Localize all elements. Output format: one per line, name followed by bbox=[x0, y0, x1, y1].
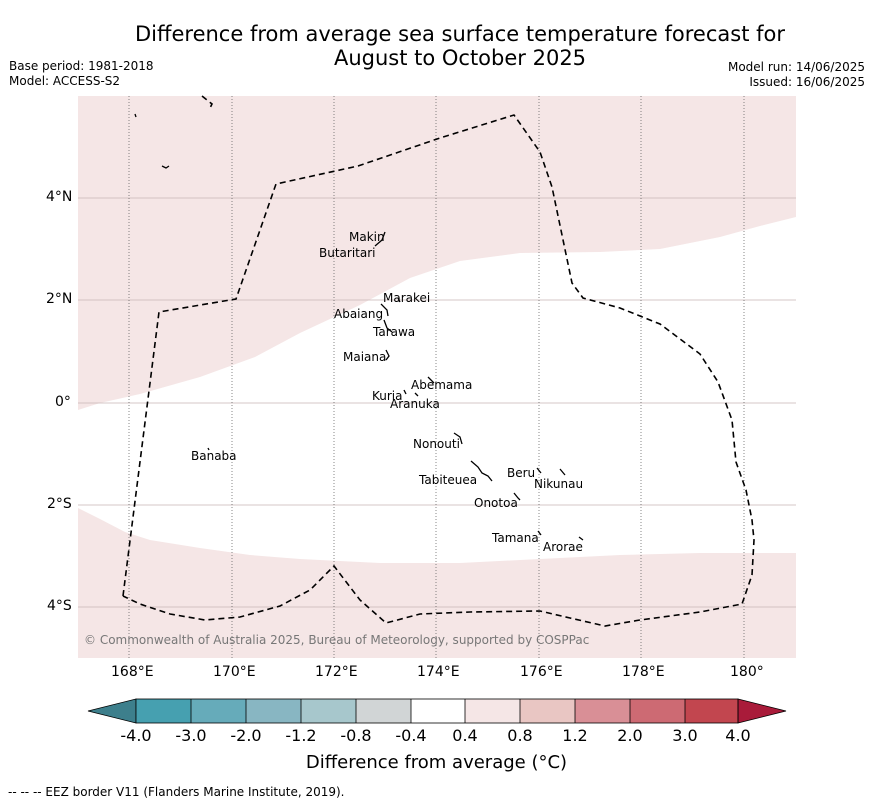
model-run: Model run: 14/06/2025 bbox=[727, 60, 865, 74]
colorbar-swatch bbox=[356, 699, 411, 723]
base-info: Base period: 1981-2018 Model: ACCESS-S2 bbox=[9, 59, 154, 89]
island-aranuka: Aranuka bbox=[390, 397, 440, 411]
lon-label-180: 180° bbox=[730, 664, 764, 680]
colorbar-swatch bbox=[520, 699, 575, 723]
island-tarawa: Tarawa bbox=[372, 325, 415, 339]
island-marakei: Marakei bbox=[383, 291, 430, 305]
colorbar-title: Difference from average (°C) bbox=[305, 752, 568, 773]
island-labels: Makin Butaritari Marakei Abaiang Tarawa … bbox=[191, 230, 583, 554]
island-banaba: Banaba bbox=[191, 449, 237, 463]
colorbar-swatch bbox=[411, 699, 465, 723]
colorbar-tick: 0.4 bbox=[452, 726, 478, 745]
island-kuria: Kuria bbox=[372, 389, 403, 403]
copyright-notice: © Commonwealth of Australia 2025, Bureau… bbox=[84, 633, 590, 647]
colorbar-outline bbox=[135, 698, 739, 724]
issued-date: Issued: 16/06/2025 bbox=[749, 75, 865, 89]
island-makin: Makin bbox=[349, 230, 385, 244]
colorbar-swatch bbox=[136, 699, 191, 723]
colorbar-extend-high bbox=[737, 698, 787, 724]
title-line-2: August to October 2025 bbox=[333, 46, 587, 70]
island-tamana: Tamana bbox=[491, 531, 539, 545]
lon-label-176e: 176°E bbox=[520, 664, 563, 680]
lon-label-178e: 178°E bbox=[622, 664, 665, 680]
base-period: Base period: 1981-2018 bbox=[9, 59, 154, 73]
colorbar-swatch bbox=[685, 699, 738, 723]
island-nikunau: Nikunau bbox=[534, 477, 583, 491]
colorbar-tick: 0.8 bbox=[507, 726, 533, 745]
island-abemama: Abemama bbox=[411, 378, 472, 392]
colorbar-extend-low bbox=[87, 698, 137, 724]
lon-label-174e: 174°E bbox=[417, 664, 460, 680]
island-nonouti: Nonouti bbox=[413, 437, 460, 451]
lat-label-2s: 2°S bbox=[47, 496, 72, 512]
island-beru: Beru bbox=[507, 466, 535, 480]
colorbar-dividers bbox=[190, 699, 686, 723]
island-outlines bbox=[134, 113, 584, 541]
colorbar-tick: -0.8 bbox=[340, 726, 372, 745]
colorbar-swatch bbox=[575, 699, 630, 723]
island-onotoa: Onotoa bbox=[474, 496, 518, 510]
lon-label-170e: 170°E bbox=[213, 664, 256, 680]
title-line-1: Difference from average sea surface temp… bbox=[135, 22, 785, 46]
colorbar-swatch bbox=[465, 699, 520, 723]
lat-gridlines bbox=[78, 197, 796, 608]
lat-label-4n: 4°N bbox=[46, 189, 73, 205]
colorbar-tick: -1.2 bbox=[285, 726, 317, 745]
colorbar-swatch bbox=[630, 699, 685, 723]
eez-border bbox=[122, 95, 755, 627]
colorbar-tick: -3.0 bbox=[175, 726, 207, 745]
colorbar-tick: 3.0 bbox=[672, 726, 698, 745]
island-tabiteuea: Tabiteuea bbox=[418, 473, 477, 487]
warm-anomaly-south bbox=[78, 508, 796, 658]
colorbar-tick: -2.0 bbox=[230, 726, 262, 745]
warm-anomaly-north bbox=[78, 96, 796, 410]
colorbar-tick: 1.2 bbox=[562, 726, 588, 745]
map-title: Difference from average sea surface temp… bbox=[90, 22, 830, 70]
lon-label-172e: 172°E bbox=[315, 664, 358, 680]
colorbar-swatch bbox=[191, 699, 246, 723]
island-abaiang: Abaiang bbox=[334, 307, 383, 321]
model-name: Model: ACCESS-S2 bbox=[9, 74, 121, 88]
island-butaritari: Butaritari bbox=[319, 246, 376, 260]
colorbar-tick: 4.0 bbox=[725, 726, 751, 745]
lat-label-2n: 2°N bbox=[46, 291, 73, 307]
lat-label-0: 0° bbox=[55, 394, 71, 410]
lat-label-4s: 4°S bbox=[47, 598, 72, 614]
island-arorae: Arorae bbox=[543, 540, 583, 554]
colorbar-swatch bbox=[246, 699, 301, 723]
colorbar-tick: -0.4 bbox=[395, 726, 427, 745]
island-maiana: Maiana bbox=[343, 350, 386, 364]
colorbar-swatch bbox=[301, 699, 356, 723]
lon-label-168e: 168°E bbox=[111, 664, 154, 680]
lon-gridlines bbox=[128, 96, 745, 658]
run-info: Model run: 14/06/2025 Issued: 16/06/2025 bbox=[728, 60, 865, 90]
colorbar-tick: 2.0 bbox=[617, 726, 643, 745]
colorbar-tick: -4.0 bbox=[120, 726, 152, 745]
colorbar bbox=[87, 698, 787, 724]
eez-legend: -- -- -- EEZ border V11 (Flanders Marine… bbox=[8, 785, 345, 799]
